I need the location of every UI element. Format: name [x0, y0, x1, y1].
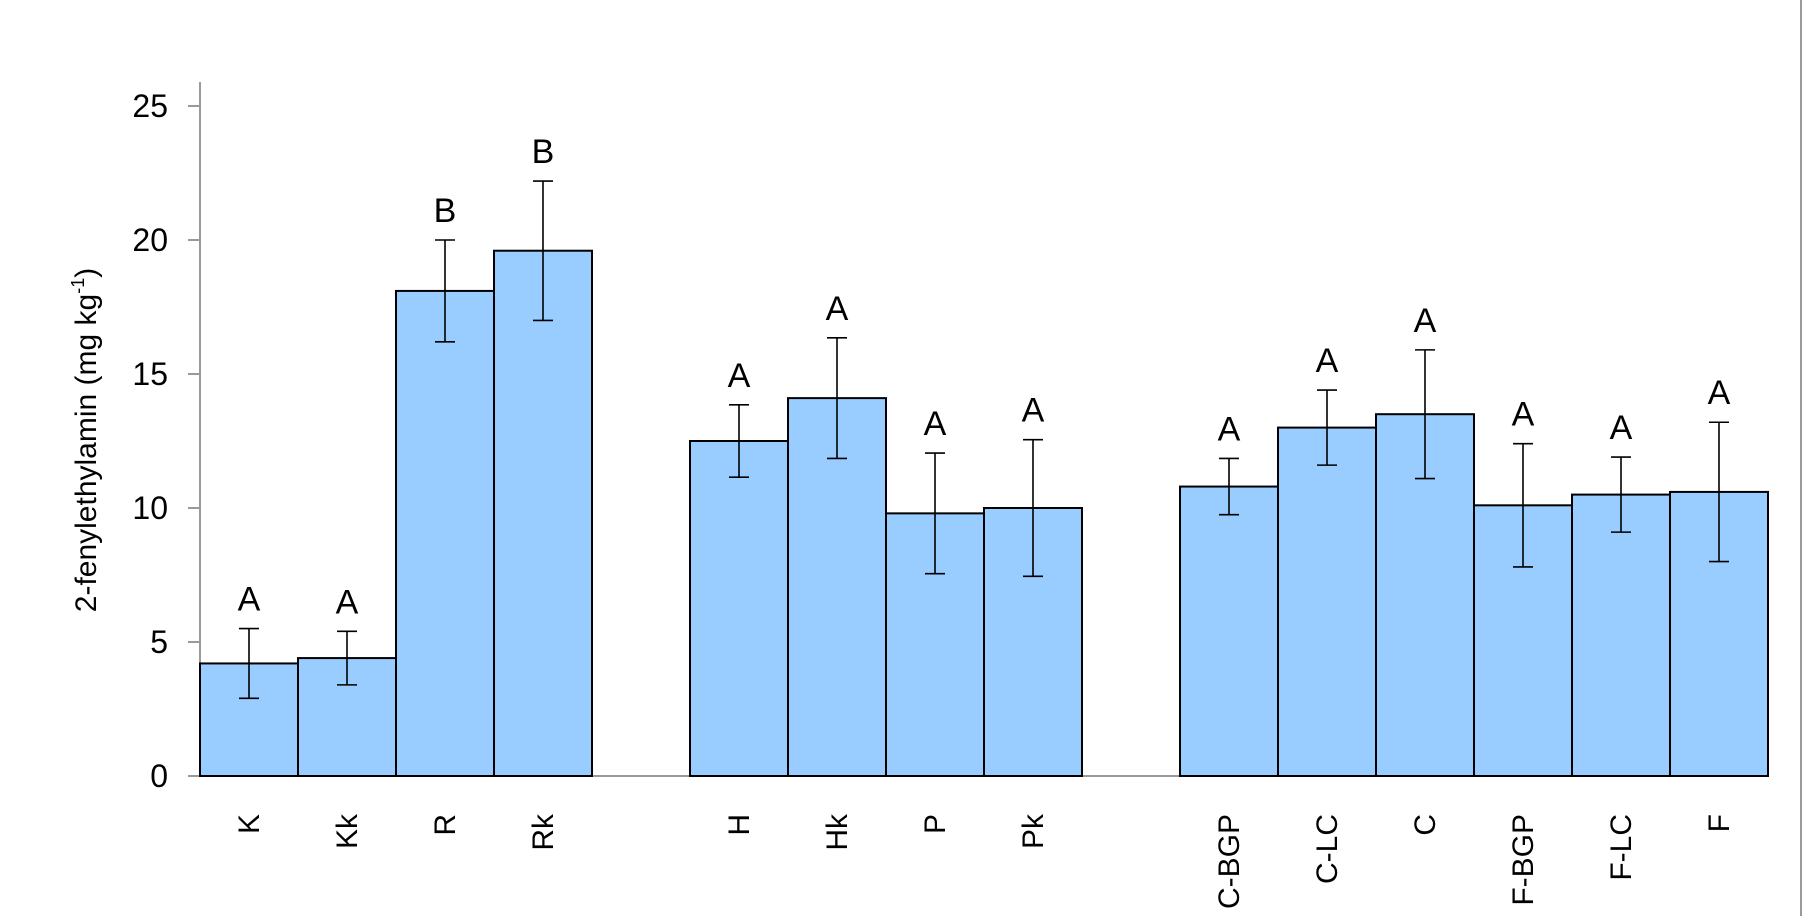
frame-border — [1800, 0, 1802, 916]
x-tick-label: Pk — [1017, 813, 1050, 849]
significance-letter: A — [1708, 374, 1731, 412]
x-tick-label: F-BGP — [1507, 814, 1540, 906]
x-tick-label: Rk — [527, 813, 560, 851]
significance-letter: A — [728, 357, 751, 395]
significance-letter: A — [924, 405, 947, 443]
y-tick-label: 5 — [150, 624, 168, 660]
x-tick-label: Kk — [331, 813, 364, 849]
bar — [493, 249, 593, 778]
bar — [1179, 485, 1279, 777]
significance-letter: A — [1022, 392, 1045, 430]
significance-letter: A — [1610, 409, 1633, 447]
x-tick-label: C-BGP — [1213, 814, 1246, 909]
x-tick-labels: K Kk R Rk H Hk P Pk C-BGP C-LC C F-BGP F-LC F — [233, 813, 1736, 909]
x-tick-label: F — [1703, 814, 1736, 832]
significance-letter: B — [434, 192, 457, 230]
x-tick-label: P — [919, 814, 952, 834]
significance-letter: A — [238, 581, 261, 619]
significance-letter: B — [532, 133, 555, 171]
y-tick-label: 15 — [132, 356, 168, 392]
bar — [1571, 493, 1671, 777]
x-tick-label: R — [429, 814, 462, 836]
x-tick-label: C-LC — [1311, 814, 1344, 884]
bar — [395, 289, 495, 777]
y-axis-title: 2-fenylethylamin (mg kg-1) — [68, 268, 103, 612]
significance-letter: A — [1414, 302, 1437, 340]
x-tick-label: C — [1409, 814, 1442, 836]
bar — [787, 397, 887, 777]
y-tick-label: 20 — [132, 222, 168, 258]
x-tick-label: H — [723, 814, 756, 836]
y-tick-label: 0 — [150, 758, 168, 794]
bar — [1277, 426, 1377, 777]
significance-letter: A — [1512, 396, 1535, 434]
error-bars — [239, 180, 1729, 700]
x-tick-label: Hk — [821, 813, 854, 851]
y-tick-label: 10 — [132, 490, 168, 526]
significance-letters: A A B B A A A A A A A A A A — [238, 133, 1731, 621]
significance-letter: A — [826, 290, 849, 328]
significance-letter: A — [336, 583, 359, 621]
y-tick-label: 25 — [132, 88, 168, 124]
bar — [689, 440, 789, 777]
significance-letter: A — [1218, 410, 1241, 448]
bars — [199, 249, 1769, 778]
x-tick-label: K — [233, 814, 266, 834]
significance-letter: A — [1316, 342, 1339, 380]
x-tick-label: F-LC — [1605, 814, 1638, 881]
